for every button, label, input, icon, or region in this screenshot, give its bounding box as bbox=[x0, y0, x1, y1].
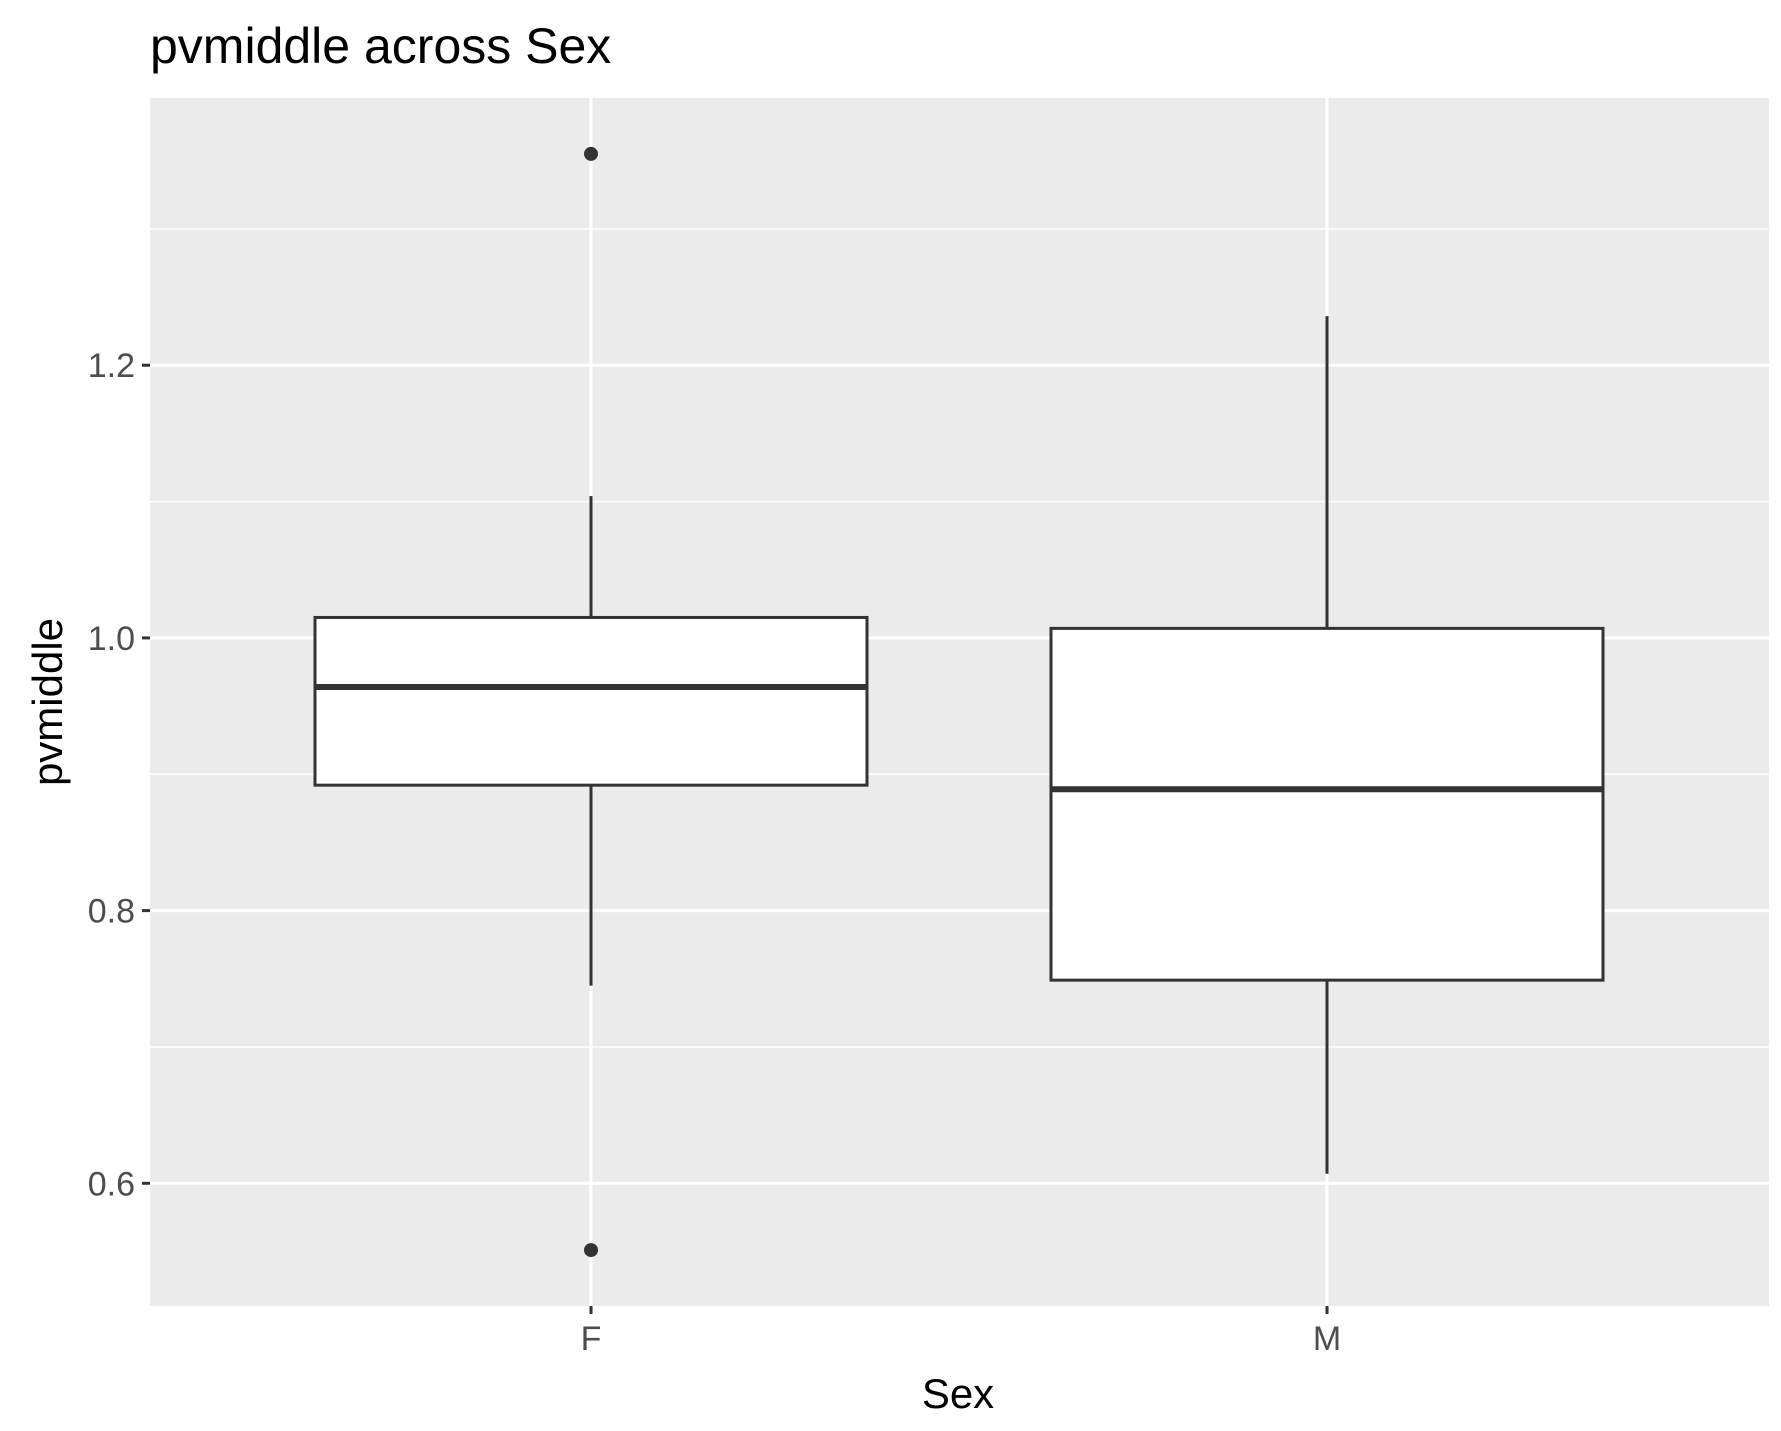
iqr-box bbox=[313, 615, 869, 787]
x-tick-label: M bbox=[1313, 1320, 1341, 1358]
x-axis-title: Sex bbox=[922, 1370, 994, 1417]
outlier-point bbox=[584, 1243, 598, 1258]
iqr-box bbox=[1049, 626, 1605, 982]
y-tick-label: 1.2 bbox=[88, 347, 135, 385]
outlier-point bbox=[584, 146, 598, 161]
y-axis-title: pvmiddle bbox=[24, 618, 71, 786]
y-tick-label: 0.8 bbox=[88, 893, 135, 931]
chart-title: pvmiddle across Sex bbox=[150, 18, 611, 74]
x-tick-label: F bbox=[581, 1320, 602, 1358]
y-tick-label: 1.0 bbox=[88, 620, 135, 658]
box-M bbox=[1049, 316, 1605, 1174]
y-axis: 0.6 0.8 1.0 1.2 bbox=[88, 347, 150, 1203]
y-tick-label: 0.6 bbox=[88, 1165, 135, 1203]
box-F bbox=[313, 146, 869, 1258]
boxes bbox=[313, 146, 1605, 1258]
